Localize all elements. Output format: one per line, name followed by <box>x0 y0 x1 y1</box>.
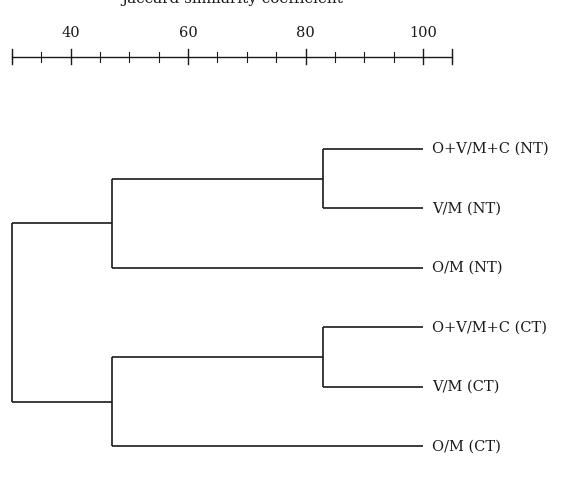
Text: V/M (CT): V/M (CT) <box>432 380 499 394</box>
Text: 100: 100 <box>409 26 437 40</box>
Text: O+V/M+C (NT): O+V/M+C (NT) <box>432 142 548 156</box>
Text: V/M (NT): V/M (NT) <box>432 201 501 215</box>
Text: O/M (CT): O/M (CT) <box>432 439 501 453</box>
Text: 60: 60 <box>178 26 197 40</box>
Text: 40: 40 <box>61 26 80 40</box>
Text: 80: 80 <box>296 26 315 40</box>
Text: O+V/M+C (CT): O+V/M+C (CT) <box>432 320 547 334</box>
Text: O/M (NT): O/M (NT) <box>432 261 502 275</box>
Text: Jaccard similarity coefficient: Jaccard similarity coefficient <box>121 0 343 6</box>
